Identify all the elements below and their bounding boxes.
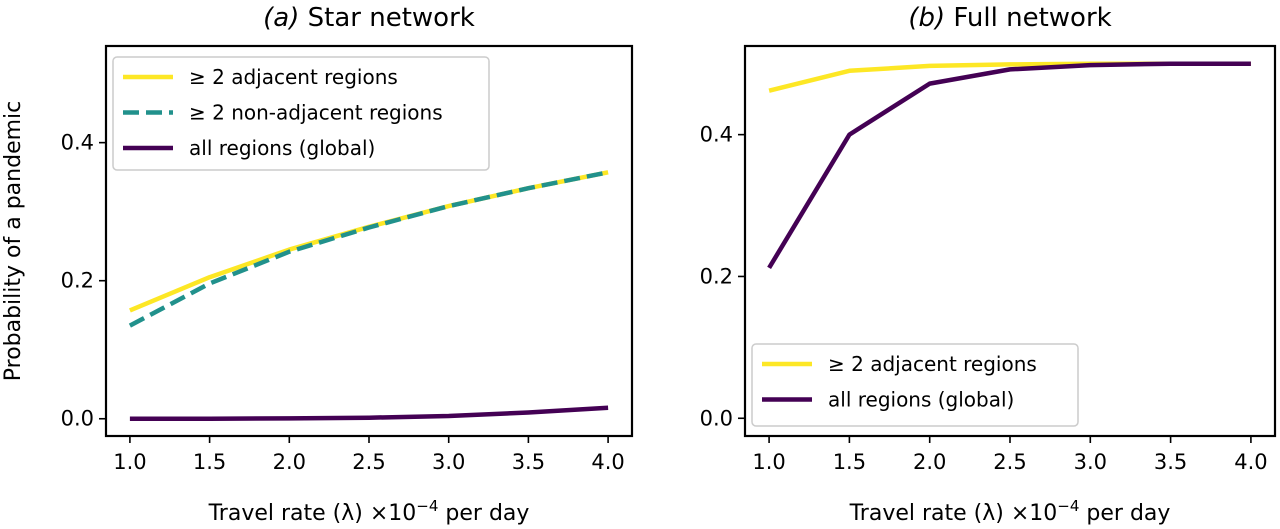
plot-frame	[104, 44, 634, 438]
x-tick-label: 3.0	[432, 450, 465, 474]
x-tick-label: 2.5	[352, 450, 385, 474]
y-tick-label: 0.4	[700, 123, 733, 147]
legend-label: ≥ 2 non-adjacent regions	[189, 101, 443, 125]
x-axis-label: Travel rate (λ) ×10−4 per day	[208, 497, 530, 526]
series-line-all-regions-global	[767, 61, 1251, 270]
chart-title: (b) Full network	[908, 3, 1111, 33]
x-axis-label-suffix: per day	[1079, 501, 1170, 526]
legend-label: ≥ 2 adjacent regions	[189, 65, 398, 89]
x-tick-label: 3.5	[512, 450, 545, 474]
y-tick-label: 0.4	[61, 131, 94, 155]
series-group	[128, 170, 609, 421]
x-axis-label-main: Travel rate (λ) ×10	[849, 501, 1058, 526]
x-tick-label: 1.0	[752, 450, 785, 474]
x-axis-label-main: Travel rate (λ) ×10	[208, 501, 417, 526]
y-tick-label: 0.0	[700, 406, 733, 430]
chart-title-text: Star network	[308, 3, 475, 33]
panel-star-network: (a) Star network 0.0 0.2 0.4 1.0 1.5 2.0 2.5 3.0…	[1, 3, 634, 526]
x-axis-label-exponent: −4	[1057, 497, 1079, 515]
chart-title-prefix: (b)	[908, 3, 945, 33]
x-tick-label: 3.0	[1074, 450, 1107, 474]
legend: ≥ 2 adjacent regions all regions (global)	[751, 343, 1079, 427]
y-tick-label: 0.0	[61, 407, 94, 431]
legend-label: all regions (global)	[828, 388, 1014, 412]
legend-box	[112, 56, 490, 171]
legend: ≥ 2 adjacent regions ≥ 2 non-adjacent reg…	[112, 56, 490, 171]
panel-full-network: (b) Full network 0.0 0.2 0.4 1.0 1.5 2.0 2.5 3.0…	[700, 3, 1277, 526]
plot-frame	[743, 44, 1277, 438]
x-tick-label: 4.0	[591, 450, 624, 474]
chart-title-prefix: (a)	[263, 3, 299, 33]
legend-label: ≥ 2 adjacent regions	[828, 352, 1037, 376]
x-tick-label: 1.0	[113, 450, 146, 474]
x-tick-label: 2.0	[913, 450, 946, 474]
x-axis-label-suffix: per day	[438, 501, 529, 526]
y-tick-label: 0.2	[700, 264, 733, 288]
legend-box	[751, 343, 1079, 427]
x-axis-label-exponent: −4	[416, 497, 438, 515]
legend-label: all regions (global)	[189, 136, 375, 160]
chart-title-space	[299, 3, 307, 33]
x-tick-label: 1.5	[833, 450, 866, 474]
y-tick-label: 0.2	[61, 269, 94, 293]
x-tick-label: 1.5	[193, 450, 226, 474]
chart-title-space	[945, 3, 953, 33]
x-tick-label: 3.5	[1154, 450, 1187, 474]
x-tick-label: 4.0	[1234, 450, 1267, 474]
x-tick-label: 2.5	[993, 450, 1026, 474]
y-axis-label: Probability of a pandemic	[1, 101, 26, 382]
chart-title-text: Full network	[953, 3, 1111, 33]
series-line-all-regions-global	[129, 405, 609, 421]
chart-title: (a) Star network	[263, 3, 475, 33]
series-group	[767, 61, 1251, 270]
x-tick-label: 2.0	[273, 450, 306, 474]
x-axis-label: Travel rate (λ) ×10−4 per day	[849, 497, 1171, 526]
series-line-2-non-adjacent-regions	[128, 170, 609, 328]
